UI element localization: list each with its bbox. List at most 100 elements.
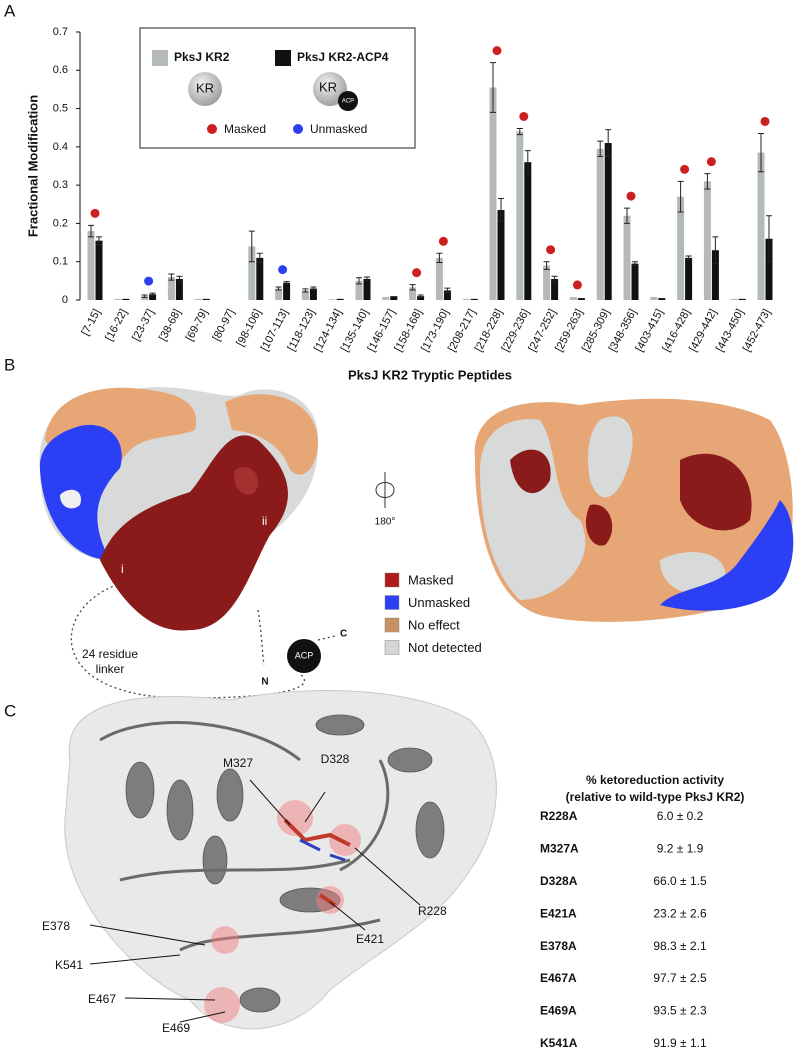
bar [489,87,497,300]
highlight [277,800,313,836]
error-bar [168,273,175,281]
error-bar [624,207,630,224]
y-tick-label: 0 [62,294,68,306]
error-bar [88,224,94,238]
legend-box [139,27,416,149]
table-cell: D328A [540,874,578,888]
status-dot [412,268,422,278]
bar [363,278,371,300]
legend-label: Unmasked [310,122,367,136]
status-dot [626,191,636,201]
bar [596,148,604,300]
y-tick-label: 0.4 [53,141,68,153]
bar [551,278,559,300]
linker-label-line: 24 residue [82,647,138,661]
panel-label: C [4,701,16,720]
residue-label: E467 [88,992,116,1006]
surface [60,489,81,509]
linker-label: 24 residue linker [82,647,138,676]
side-chain [283,818,351,907]
bar [175,278,183,300]
bar [757,152,765,300]
acp-icon [338,91,358,111]
linker-label-line: linker [96,662,125,676]
table-cell: 9.2 ± 1.9 [657,842,704,856]
error-bar [597,140,604,157]
bar [577,298,585,300]
table-cell: E467A [540,971,577,985]
linker-path [317,635,336,641]
error-bar [409,284,416,291]
error-bar [685,255,692,261]
surface-no-effect [225,394,318,475]
kr-icon [313,72,347,106]
highlight [329,824,361,856]
helix [202,835,228,885]
table-cell: 23.2 ± 2.6 [653,906,707,920]
table-title: % ketoreduction activity [586,773,724,787]
bar [516,131,524,300]
legend-label: Masked [224,122,266,136]
error-bar [490,62,496,113]
error-bar [417,294,424,298]
x-tick-label: [69-79] [184,307,211,343]
residue-label: E469 [162,1021,190,1035]
y-tick-label: 0.1 [53,256,68,268]
bar [543,265,551,300]
error-bar [436,252,443,263]
y-axis-label: Fractional Modification [25,95,40,237]
residue-label: R228 [418,904,447,918]
x-tick-label: [80-97] [211,307,238,343]
bar [765,238,773,300]
bar [417,296,425,300]
bar [275,288,283,300]
bar [87,231,95,300]
helix [387,747,433,773]
surface [480,419,586,600]
legend-swatch [384,595,400,610]
callout-line [89,954,181,965]
table-cell: E421A [540,906,577,920]
bar [194,298,202,300]
table-cell: 6.0 ± 0.2 [657,809,704,823]
callout-line [354,847,421,906]
bar [524,162,532,300]
error-bar [704,173,711,190]
error-bar [141,294,148,298]
bar [738,298,746,300]
residue-label: K541 [55,958,83,972]
table-cell: R228A [540,809,578,823]
legend-label: Masked [408,572,454,587]
panel-label: B [4,355,15,374]
surface-masked [680,453,752,531]
rotation-icon [375,482,395,498]
error-bar [149,292,156,296]
bar [711,250,719,300]
region-label: i [121,562,124,576]
error-bar [543,261,550,270]
rotation-label: 180° [375,517,396,528]
bar [382,296,390,300]
legend-dot [293,124,303,134]
error-bar [524,150,531,175]
bar [435,257,443,300]
x-tick-label: [38-68] [157,307,184,343]
error-bar [302,288,309,293]
helix [216,768,244,822]
region-label: ii [262,514,267,528]
bar [309,288,317,300]
x-tick-label: [23-37] [130,307,157,343]
status-dot [706,157,716,167]
table-cell: E378A [540,939,577,953]
y-tick-label: 0.5 [53,102,68,114]
status-dot [144,276,154,286]
bar [470,298,478,300]
status-dot [519,111,529,121]
error-bar [256,252,263,263]
status-dot [680,164,690,174]
bar [409,287,417,300]
bar [443,290,451,300]
helix [415,801,445,859]
error-bar [677,180,684,213]
